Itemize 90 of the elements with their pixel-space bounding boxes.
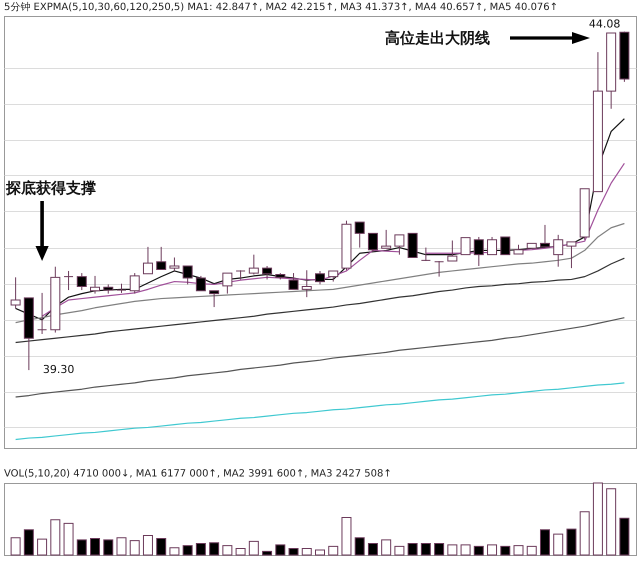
bar xyxy=(24,529,34,556)
candlestick xyxy=(156,246,166,270)
bar xyxy=(64,522,74,556)
bar xyxy=(302,548,312,556)
annotation: 高位走出大阴线 xyxy=(385,29,490,47)
bar xyxy=(156,538,166,556)
candlestick xyxy=(566,241,576,269)
bar xyxy=(500,546,510,556)
bar xyxy=(116,537,126,556)
candlestick xyxy=(262,265,272,280)
bar xyxy=(553,534,564,556)
bar xyxy=(248,540,259,556)
bar xyxy=(37,538,48,556)
candlestick xyxy=(420,247,431,262)
candlestick xyxy=(474,236,484,266)
candlestick xyxy=(540,224,550,248)
candlestick xyxy=(368,232,378,252)
candlestick xyxy=(10,276,21,309)
bar xyxy=(341,517,352,556)
candlestick xyxy=(116,283,126,294)
candlestick xyxy=(182,265,193,285)
candlestick xyxy=(553,234,564,268)
bar xyxy=(606,488,616,556)
bar xyxy=(460,544,471,556)
bar xyxy=(328,546,338,556)
bar xyxy=(315,549,325,556)
candlestick xyxy=(354,222,365,248)
candlestick xyxy=(460,237,471,256)
bar xyxy=(275,544,286,556)
bar xyxy=(169,547,180,556)
candlestick xyxy=(169,256,180,272)
bar xyxy=(526,546,537,556)
candlestick xyxy=(500,236,510,256)
candlestick xyxy=(209,290,220,308)
annotation: 39.30 xyxy=(42,363,74,376)
bar xyxy=(540,529,550,556)
candlestick xyxy=(248,254,259,275)
chart-title: VOL(5,10,20) 4710 000↓, MA1 6177 000↑, MA2 3991 600↑, MA3 2427 508↑ xyxy=(4,468,392,480)
bar xyxy=(103,539,114,556)
candlestick xyxy=(487,236,498,256)
candlestick xyxy=(130,272,140,294)
bar xyxy=(222,545,232,556)
chart-title: 5分钟 EXPMA(5,10,30,60,120,250,5) MA1: 42.847↑, MA2 42.215↑, MA3 41.373↑, MA4 40.657↑, MA5 40.076↑ xyxy=(4,1,558,13)
bar xyxy=(50,519,60,556)
bar xyxy=(76,539,87,556)
bar xyxy=(196,542,206,556)
candlestick xyxy=(76,272,87,291)
candlestick xyxy=(434,260,444,278)
candlestick xyxy=(64,270,74,291)
bar xyxy=(474,546,484,556)
candlestick xyxy=(288,272,299,290)
candlestick xyxy=(315,270,325,285)
candlestick xyxy=(447,240,458,262)
candlestick xyxy=(37,292,48,334)
candlestick xyxy=(103,284,114,294)
candlestick xyxy=(222,272,232,294)
bar xyxy=(420,542,431,556)
bar xyxy=(90,538,100,556)
bar xyxy=(354,537,365,556)
bar xyxy=(381,539,392,556)
bar xyxy=(487,544,498,556)
candlestick xyxy=(514,244,524,254)
bar xyxy=(394,546,404,556)
candlestick xyxy=(236,270,246,280)
bar xyxy=(580,511,590,556)
annotation: 探底获得支撑 xyxy=(5,179,96,197)
bar xyxy=(592,482,603,556)
bar xyxy=(368,542,378,556)
bar xyxy=(182,545,193,556)
bar xyxy=(10,537,21,556)
bar xyxy=(209,542,220,556)
bar xyxy=(142,535,153,556)
bar xyxy=(566,528,576,556)
candlestick xyxy=(328,270,338,282)
candlestick xyxy=(381,229,392,249)
bar xyxy=(236,548,246,556)
bar xyxy=(130,540,140,556)
candlestick xyxy=(90,275,100,294)
candlestick xyxy=(196,275,206,292)
bar xyxy=(434,542,444,556)
bar xyxy=(288,548,299,556)
annotation: 44.08 xyxy=(588,18,620,31)
bar xyxy=(619,518,630,556)
bar xyxy=(514,545,524,556)
bar xyxy=(447,544,458,556)
bar xyxy=(262,550,272,556)
candlestick xyxy=(142,246,153,274)
candlestick xyxy=(394,234,404,256)
candlestick xyxy=(302,270,312,298)
bar xyxy=(408,542,418,556)
